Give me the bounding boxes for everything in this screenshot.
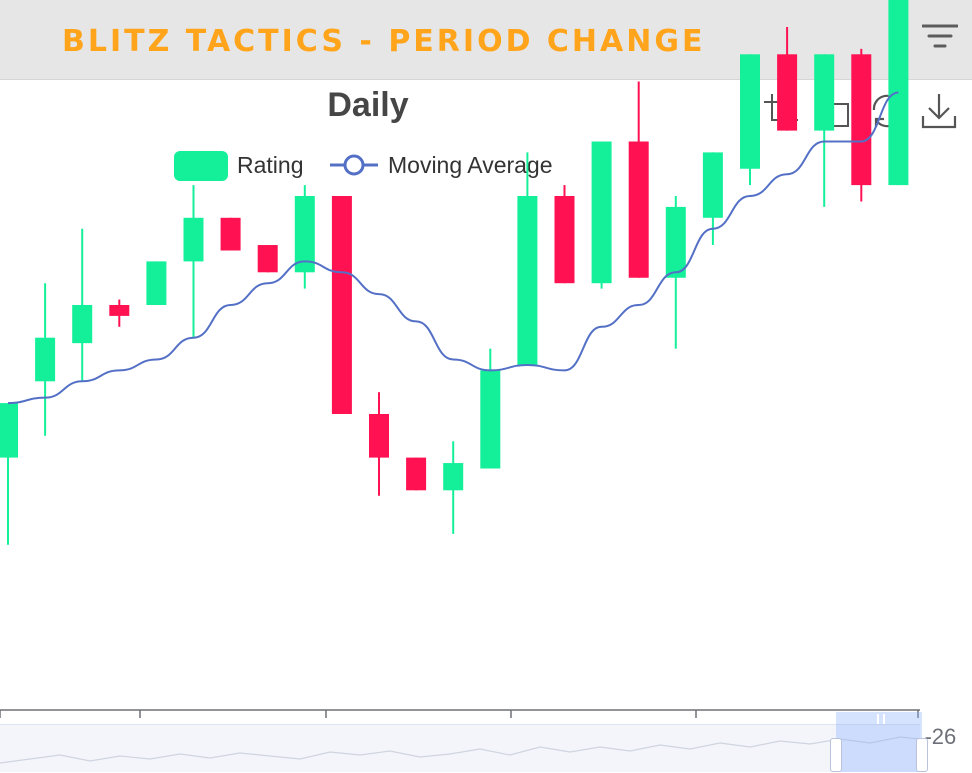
legend-label-rating: Rating [237, 152, 304, 178]
candle-body [220, 217, 241, 251]
candle-body [554, 196, 575, 284]
candle-body [628, 141, 649, 278]
candle-body [702, 152, 723, 218]
filter-lines-icon[interactable] [921, 22, 959, 52]
candle-body [814, 54, 835, 131]
candle-body [0, 403, 18, 458]
candle-body [480, 370, 501, 469]
legend-swatch-moving-average [330, 154, 378, 176]
candle-body [369, 414, 389, 458]
data-zoom-slider[interactable] [0, 724, 920, 772]
candle-body [517, 196, 538, 365]
save-image-icon[interactable] [920, 92, 958, 130]
candle-body [851, 54, 872, 186]
legend-item-rating[interactable]: Rating [174, 148, 314, 184]
candle-body [443, 463, 464, 491]
app-header: BLITZ TACTICS - PERIOD CHANGE [0, 0, 972, 80]
candle-body [72, 305, 93, 344]
legend-label-moving-average: Moving Average [388, 152, 553, 178]
candle-body [406, 457, 427, 491]
candle-body [294, 196, 315, 273]
candle-body [35, 337, 56, 382]
page-title: BLITZ TACTICS - PERIOD CHANGE [62, 24, 706, 59]
slider-handle-right[interactable] [916, 738, 928, 772]
candle-body [740, 54, 760, 169]
slider-grip-icon[interactable] [874, 712, 888, 724]
chart-title: Daily [327, 86, 409, 124]
slider-preview-area [0, 736, 920, 764]
candle-body [591, 141, 612, 284]
candle-body [183, 217, 204, 262]
legend-swatch-rating [174, 151, 228, 181]
slider-handle-left[interactable] [830, 738, 842, 772]
candle-body [257, 245, 278, 273]
moving-average-line [7, 91, 899, 405]
legend-item-moving-average[interactable]: Moving Average [328, 148, 578, 184]
candle-body [109, 305, 130, 316]
candle-body [777, 54, 798, 131]
candle-body [331, 196, 352, 414]
candle-body [146, 261, 167, 305]
candle-body [665, 206, 686, 278]
